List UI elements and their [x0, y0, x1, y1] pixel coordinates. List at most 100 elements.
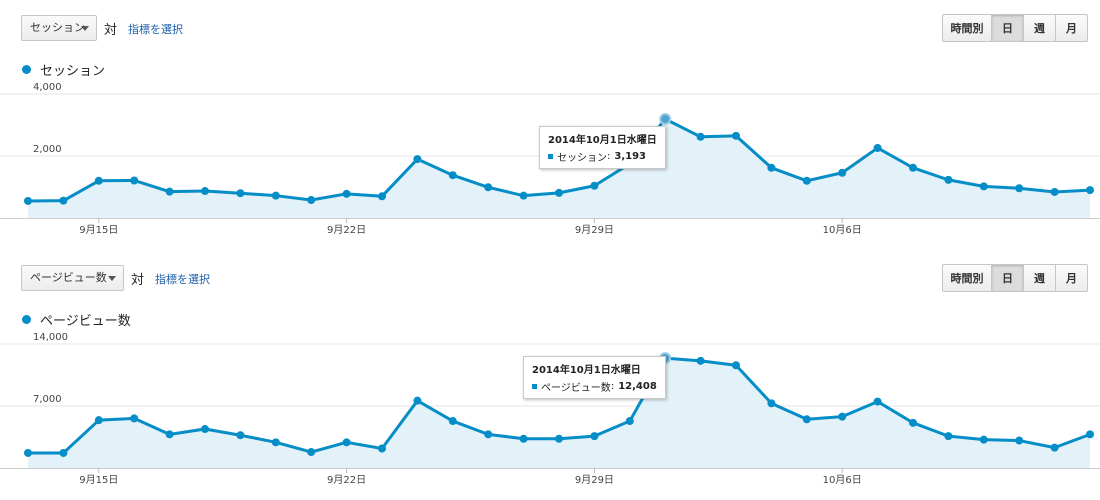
data-point — [979, 182, 988, 191]
data-point — [767, 163, 776, 172]
data-point — [519, 191, 528, 200]
data-point — [909, 418, 917, 427]
data-point — [873, 143, 882, 152]
hourly-button[interactable]: 時間別 — [942, 14, 992, 42]
data-point — [342, 189, 351, 198]
data-point — [130, 414, 139, 423]
day-button[interactable]: 日 — [991, 264, 1024, 292]
data-point — [555, 434, 563, 443]
y-tick-label: 14,000 — [33, 332, 68, 343]
metric-select-sessions[interactable]: セッション — [21, 15, 97, 41]
data-point — [201, 187, 209, 196]
chart-legend: ページビュー数 — [22, 310, 131, 329]
vs-label: 対 — [104, 23, 118, 38]
series-swatch-icon — [532, 384, 537, 389]
data-point — [1086, 186, 1094, 195]
chart-tooltip: 2014年10月1日水曜日 セッション: 3,193 — [539, 126, 666, 169]
data-point — [838, 168, 847, 177]
data-point — [59, 448, 68, 457]
x-tick-label: 9月29日 — [575, 224, 614, 236]
series-swatch-icon — [548, 154, 553, 159]
chart-legend: セッション — [22, 60, 105, 79]
data-point — [838, 412, 847, 421]
hourly-button[interactable]: 時間別 — [942, 264, 992, 292]
y-tick-label: 4,000 — [33, 82, 62, 93]
month-button[interactable]: 月 — [1055, 264, 1088, 292]
tooltip-row: ページビュー数: 12,408 — [532, 379, 657, 394]
select-metric-link[interactable]: 指標を選択 — [155, 273, 210, 286]
data-point — [236, 189, 245, 198]
data-point — [24, 196, 32, 205]
data-point — [448, 417, 457, 426]
data-point — [201, 425, 209, 434]
data-point — [342, 438, 351, 447]
metric-select-pageviews[interactable]: ページビュー数 — [21, 265, 124, 291]
tooltip-date: 2014年10月1日水曜日 — [532, 365, 641, 376]
data-point — [484, 183, 493, 192]
metric-select-label: ページビュー数 — [30, 271, 107, 284]
data-point — [944, 432, 953, 441]
x-tick-label: 9月22日 — [327, 474, 366, 486]
data-point — [378, 444, 386, 453]
week-button[interactable]: 週 — [1023, 14, 1056, 42]
data-point — [1050, 187, 1059, 196]
chevron-down-icon — [108, 276, 116, 281]
legend-label: セッション — [40, 64, 106, 79]
data-point — [732, 131, 740, 140]
data-point — [165, 430, 174, 439]
data-point — [802, 176, 811, 185]
data-point — [378, 192, 386, 201]
pageviews-line-chart: 7,000 14,000 9月15日 9月22日 9月29日 10月6日 — [0, 332, 1100, 486]
data-point — [271, 191, 280, 200]
y-tick-label: 7,000 — [33, 394, 62, 405]
data-point — [944, 175, 953, 184]
data-point — [767, 399, 776, 408]
data-point — [94, 416, 103, 425]
pageviews-chart-panel: ページビュー数 対 指標を選択 時間別 日 週 月 ページビュー数 7,000 1… — [0, 250, 1100, 500]
data-point — [24, 448, 32, 457]
data-point — [732, 361, 740, 370]
data-point — [307, 448, 316, 457]
data-point — [271, 438, 280, 447]
data-point — [94, 176, 103, 185]
data-point — [555, 188, 563, 197]
data-point — [448, 171, 457, 180]
legend-dot-icon — [22, 65, 31, 74]
data-point — [659, 113, 672, 126]
granularity-button-group: 時間別 日 週 月 — [942, 264, 1090, 292]
select-metric-link[interactable]: 指標を選択 — [128, 23, 183, 36]
x-tick-label: 9月22日 — [327, 224, 366, 236]
granularity-button-group: 時間別 日 週 月 — [942, 14, 1090, 42]
data-point — [484, 430, 493, 439]
sessions-chart-panel: セッション 対 指標を選択 時間別 日 週 月 セッション 2,000 4,000… — [0, 14, 1100, 236]
data-point — [307, 196, 316, 205]
tooltip-date: 2014年10月1日水曜日 — [548, 135, 657, 146]
metric-select-label: セッション — [30, 21, 85, 34]
data-point — [413, 155, 422, 164]
series-area — [28, 358, 1090, 468]
data-point — [1086, 430, 1094, 439]
legend-dot-icon — [22, 315, 31, 324]
vs-label: 対 — [131, 273, 145, 288]
sessions-line-chart: 2,000 4,000 9月15日 9月22日 9月29日 10月6日 — [0, 82, 1100, 236]
data-point — [130, 176, 139, 185]
x-tick-label: 10月6日 — [823, 474, 862, 486]
week-button[interactable]: 週 — [1023, 264, 1056, 292]
legend-label: ページビュー数 — [40, 314, 131, 329]
data-point — [625, 417, 634, 426]
data-point — [590, 181, 599, 190]
y-tick-label: 2,000 — [33, 144, 62, 155]
tooltip-value: 3,193 — [614, 151, 647, 162]
chart-tooltip: 2014年10月1日水曜日 ページビュー数: 12,408 — [523, 356, 666, 399]
day-button[interactable]: 日 — [991, 14, 1024, 42]
series-area — [28, 119, 1090, 218]
data-point — [696, 356, 705, 365]
x-tick-label: 9月15日 — [79, 224, 118, 236]
tooltip-series: セッション — [557, 153, 607, 164]
month-button[interactable]: 月 — [1055, 14, 1088, 42]
tooltip-row: セッション: 3,193 — [548, 149, 657, 164]
tooltip-series: ページビュー数 — [541, 383, 611, 394]
data-point — [909, 163, 917, 172]
data-point — [519, 434, 528, 443]
data-point — [59, 196, 68, 205]
